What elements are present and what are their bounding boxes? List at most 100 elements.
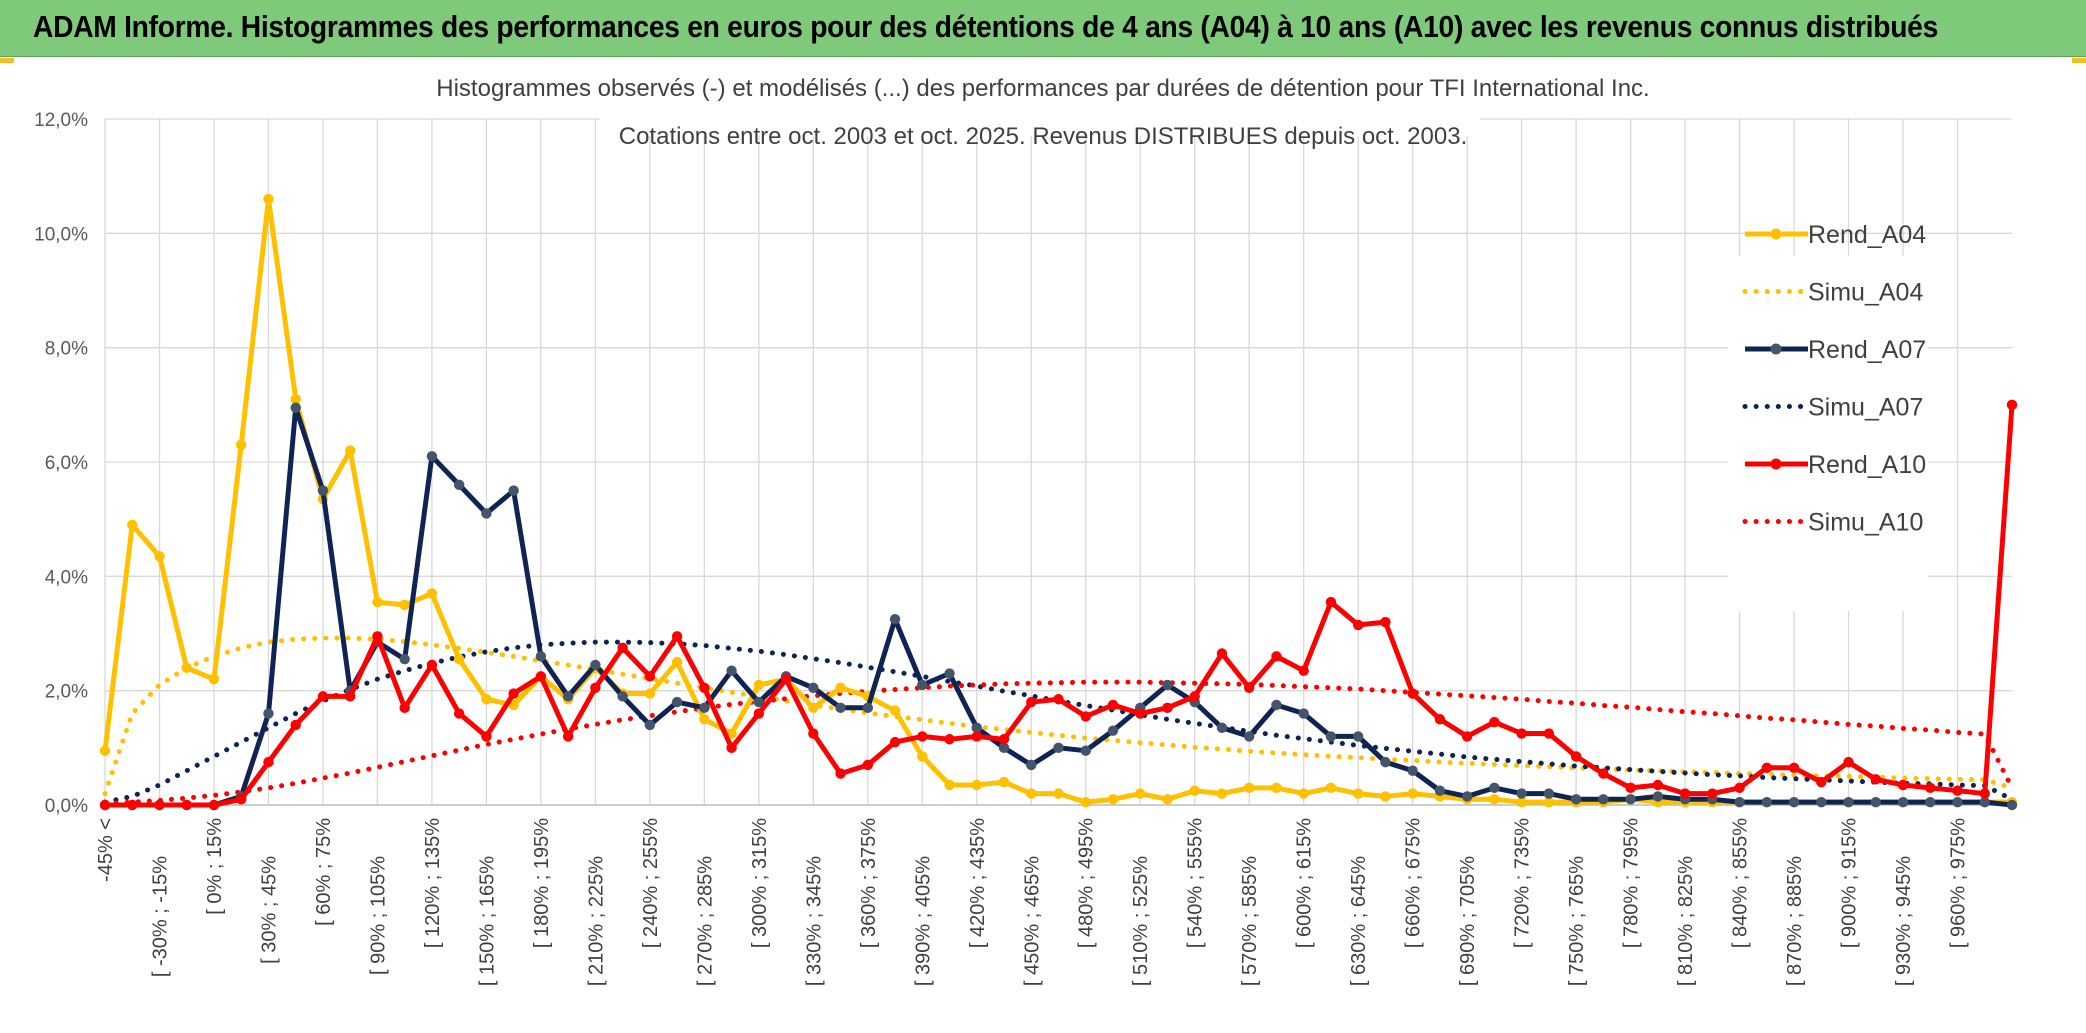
data-point-rend_a04 <box>699 714 710 725</box>
chart-title: Histogrammes observés (-) et modélisés (… <box>436 75 1649 102</box>
data-point-rend_a04 <box>1026 788 1037 799</box>
y-tick-label: 2,0% <box>45 682 88 703</box>
x-tick-label: [ 630% ; 645% <box>1348 856 1370 986</box>
data-point-rend_a10 <box>1816 776 1827 788</box>
x-tick-label: [ 570% ; 585% <box>1239 856 1261 986</box>
legend-marker <box>1770 458 1782 470</box>
data-point-rend_a04 <box>399 599 410 611</box>
x-tick-label: [ 360% ; 375% <box>858 818 880 948</box>
data-point-rend_a07 <box>263 708 274 719</box>
data-point-rend_a07 <box>1925 796 1936 808</box>
data-point-rend_a04 <box>917 751 928 762</box>
data-point-rend_a07 <box>753 696 765 708</box>
data-point-rend_a04 <box>644 688 656 699</box>
data-point-rend_a04 <box>181 662 192 673</box>
data-point-rend_a07 <box>481 508 492 519</box>
data-point-rend_a10 <box>862 759 873 771</box>
data-point-rend_a10 <box>971 731 982 742</box>
histogram-chart: 0,0% 2,0% 4,0% 6,0% 8,0% 10,0% 12,0% -45% < [ -… <box>34 66 2018 986</box>
data-point-rend_a07 <box>1652 791 1664 802</box>
x-tick-label: [ 930% ; 945% <box>1893 856 1915 986</box>
data-point-rend_a07 <box>1761 796 1773 808</box>
legend-bg <box>1728 256 1928 611</box>
data-point-rend_a10 <box>1897 779 1909 791</box>
x-tick-label: [ 420% ; 435% <box>967 818 989 948</box>
legend-label: Rend_A04 <box>1808 221 1926 249</box>
data-point-rend_a07 <box>535 651 547 662</box>
corner-mark-right <box>2072 58 2086 63</box>
x-tick-label: [ 660% ; 675% <box>1403 818 1425 948</box>
data-point-rend_a04 <box>1135 788 1146 799</box>
data-point-rend_a10 <box>1734 782 1745 794</box>
data-point-rend_a07 <box>1216 722 1228 734</box>
data-point-rend_a10 <box>1489 716 1500 728</box>
data-point-rend_a10 <box>835 768 846 779</box>
data-point-rend_a07 <box>1026 759 1037 771</box>
x-tick-label: [ 750% ; 765% <box>1566 856 1588 986</box>
data-point-rend_a10 <box>590 682 601 694</box>
data-point-rend_a10 <box>399 702 410 714</box>
series-line-simu_a10 <box>102 679 2015 807</box>
data-point-rend_a04 <box>426 588 438 599</box>
data-point-rend_a10 <box>1244 682 1255 694</box>
data-point-rend_a04 <box>1407 788 1418 799</box>
data-point-rend_a04 <box>1053 788 1064 799</box>
data-point-rend_a10 <box>1189 691 1200 702</box>
x-tick-label: [ 960% ; 975% <box>1948 818 1970 948</box>
data-point-rend_a10 <box>344 691 356 702</box>
data-point-rend_a10 <box>1761 762 1773 774</box>
data-point-rend_a07 <box>508 485 519 496</box>
data-point-rend_a07 <box>1897 796 1909 808</box>
data-point-rend_a04 <box>1216 788 1228 799</box>
data-point-rend_a10 <box>998 734 1010 745</box>
data-point-rend_a07 <box>1244 731 1255 742</box>
data-point-rend_a07 <box>1598 794 1609 805</box>
data-point-rend_a07 <box>1107 725 1119 736</box>
data-point-rend_a04 <box>99 745 111 756</box>
data-point-rend_a10 <box>808 728 819 739</box>
y-tick-label: 6,0% <box>45 453 88 474</box>
data-point-rend_a07 <box>453 479 465 491</box>
data-point-rend_a04 <box>944 779 955 791</box>
legend-marker <box>1770 343 1782 355</box>
data-point-rend_a04 <box>1380 791 1391 802</box>
data-point-rend_a10 <box>1298 665 1309 676</box>
data-point-rend_a07 <box>1407 765 1418 776</box>
data-point-rend_a04 <box>998 776 1010 788</box>
data-point-rend_a07 <box>889 614 901 625</box>
data-point-rend_a07 <box>644 719 656 731</box>
data-point-rend_a10 <box>1271 651 1282 662</box>
data-point-rend_a10 <box>1407 688 1418 699</box>
data-point-rend_a10 <box>154 799 165 811</box>
legend: Rend_A04 Simu_A04 Rend_A07 Simu_A07 Rend_A10… <box>1728 221 1928 611</box>
data-point-rend_a07 <box>1843 796 1854 808</box>
data-point-rend_a10 <box>1461 731 1473 742</box>
data-point-rend_a04 <box>290 393 301 405</box>
x-tick-label: [ 900% ; 915% <box>1839 818 1861 948</box>
data-point-rend_a10 <box>1543 728 1555 739</box>
data-point-rend_a04 <box>154 551 165 562</box>
legend-label: Rend_A10 <box>1808 451 1926 479</box>
x-tick-label: [ 120% ; 135% <box>422 818 444 948</box>
data-point-rend_a07 <box>562 691 574 702</box>
data-point-rend_a07 <box>1625 794 1636 805</box>
series-layer <box>99 193 2018 811</box>
data-point-rend_a10 <box>1107 699 1119 711</box>
data-point-rend_a07 <box>317 485 329 496</box>
data-point-rend_a07 <box>1870 796 1881 808</box>
x-tick-label: [ 480% ; 495% <box>1076 818 1098 948</box>
data-point-rend_a04 <box>481 694 492 705</box>
data-point-rend_a10 <box>290 719 301 731</box>
data-point-rend_a04 <box>753 679 765 691</box>
data-point-rend_a10 <box>1952 785 1963 796</box>
data-point-rend_a10 <box>535 671 547 682</box>
data-point-rend_a07 <box>808 682 819 694</box>
data-point-rend_a10 <box>1352 619 1364 631</box>
data-point-rend_a10 <box>726 742 737 754</box>
data-point-rend_a07 <box>835 702 846 714</box>
data-point-rend_a10 <box>1080 711 1091 722</box>
x-tick-label: [ 270% ; 285% <box>694 856 716 986</box>
data-point-rend_a07 <box>1352 731 1364 742</box>
chart-subtitle: Cotations entre oct. 2003 et oct. 2025. … <box>619 123 1467 150</box>
x-tick-label: [ 690% ; 705% <box>1457 856 1479 986</box>
